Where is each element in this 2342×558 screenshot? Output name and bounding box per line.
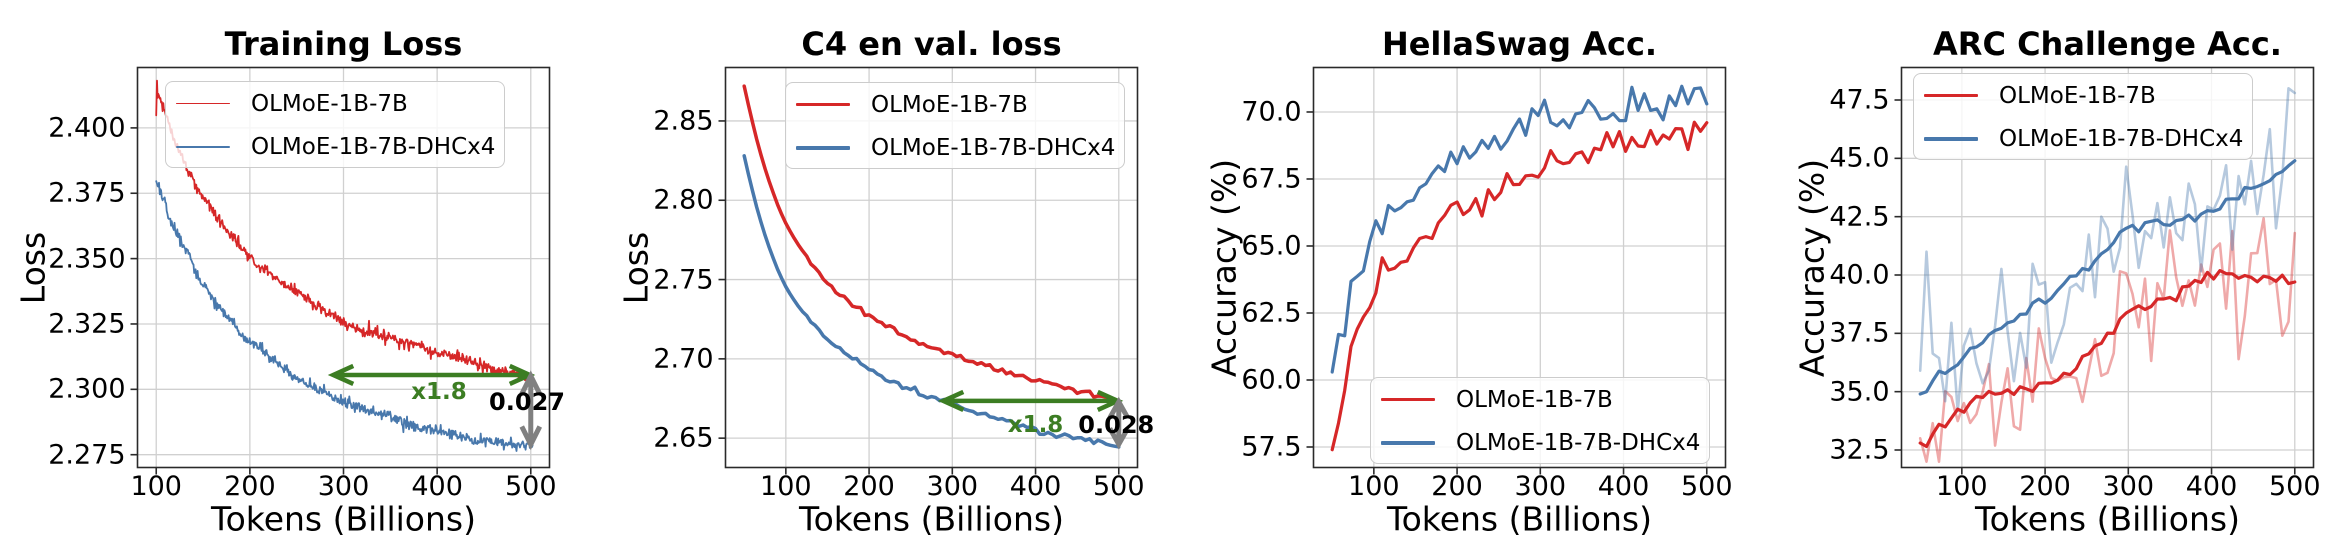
legend-label: OLMoE-1B-7B [1456,386,1613,413]
x-tick-label: 300 [1514,470,1567,502]
y-axis-label: Accuracy (%) [1204,158,1244,377]
legend-label: OLMoE-1B-7B-DHCx4 [251,134,496,160]
x-tick-label: 200 [2019,470,2071,502]
legend-line-sample [176,102,230,105]
legend-label: OLMoE-1B-7B [871,91,1028,118]
series-line-OLMoE-1B-7B-DHCx4 [1918,159,2297,396]
x-axis-label: Tokens (Billions) [799,499,1064,538]
y-tick-label: 2.375 [48,177,126,209]
x-tick-label: 300 [926,470,979,502]
y-tick-label: 2.275 [48,439,126,471]
y-tick-label: 2.75 [653,264,714,296]
x-tick-label: 400 [1597,470,1650,502]
gap-arrow [1107,396,1130,450]
y-tick-label: 2.400 [48,112,126,144]
legend-label: OLMoE-1B-7B-DHCx4 [871,135,1116,161]
x-axis-label: Tokens (Billions) [1387,499,1652,538]
axes-spines [724,66,1139,469]
panel-title: Training Loss [224,24,463,63]
y-tick-label: 45.0 [1829,142,1890,174]
x-tick-label: 400 [411,470,463,502]
y-tick-label: 70.0 [1241,96,1302,128]
y-axis-label: Loss [13,231,52,304]
legend-line-sample [796,102,850,107]
y-tick-label: 2.350 [48,243,126,275]
series-line-OLMoE-1B-7B [1330,120,1709,452]
x-tick-label: 100 [760,470,812,502]
x-tick-label: 200 [224,470,276,502]
x-tick-label: 100 [1936,470,1988,502]
annotation-x1.8: x1.8 [411,379,467,406]
y-tick-label: 2.85 [653,105,714,137]
y-tick-label: 2.80 [653,184,714,216]
panel-title: HellaSwag Acc. [1381,24,1658,63]
x-tick-label: 500 [504,470,557,502]
annotation-x1.8: x1.8 [1007,411,1064,438]
axes-spines [1900,66,2315,469]
y-tick-label: 57.5 [1241,431,1302,463]
x-axis-label: Tokens (Billions) [211,499,476,538]
x-tick-label: 400 [1009,470,1062,502]
x-tick-label: 500 [2268,470,2321,502]
annotation-0.027: 0.027 [489,387,565,416]
legend-label: OLMoE-1B-7B-DHCx4 [1999,126,2244,152]
legend-line-sample [176,146,230,148]
legend-line-sample [1381,441,1435,445]
plot-area-2 [1306,66,1727,475]
series-line-OLMoE-1B-7B (raw) [1918,217,2297,464]
legend: OLMoE-1B-7B OLMoE-1B-7B-DHCx4 [1913,73,2253,160]
y-tick-label: 60.0 [1241,364,1302,396]
y-tick-label: 32.5 [1829,434,1890,466]
x-tick-label: 100 [130,470,182,502]
legend-line-sample [1381,397,1435,402]
series-line-OLMoE-1B-7B-DHCx4 [1330,84,1709,374]
x-tick-label: 400 [2185,470,2238,502]
y-tick-label: 62.5 [1241,297,1302,329]
series-line-OLMoE-1B-7B-DHCx4 (raw) [1918,87,2297,413]
y-tick-label: 2.70 [653,343,714,375]
y-tick-label: 2.65 [653,422,714,454]
series-line-OLMoE-1B-7B [155,79,534,382]
y-tick-label: 47.5 [1829,84,1890,116]
x-tick-label: 200 [1431,470,1483,502]
legend-label: OLMoE-1B-7B [251,90,408,117]
annotation-0.028: 0.028 [1078,410,1155,439]
x-tick-label: 300 [2102,470,2155,502]
y-tick-label: 35.0 [1829,376,1890,408]
x-tick-label: 100 [1348,470,1400,502]
plot-area-3 [1894,66,2315,475]
y-tick-label: 2.325 [48,308,126,340]
y-tick-label: 65.0 [1241,230,1302,262]
x-tick-label: 500 [1680,470,1733,502]
series-line-OLMoE-1B-7B [742,84,1121,403]
y-tick-label: 2.300 [48,373,126,405]
panel-title: ARC Challenge Acc. [1933,24,2282,63]
legend-label: OLMoE-1B-7B [1999,82,2156,109]
legend: OLMoE-1B-7B OLMoE-1B-7B-DHCx4 [165,81,505,168]
y-tick-label: 40.0 [1829,259,1890,291]
x-tick-label: 300 [317,470,370,502]
legend-label: OLMoE-1B-7B-DHCx4 [1456,430,1701,456]
legend-line-sample [796,146,850,150]
panel-title: C4 en val. loss [801,24,1062,63]
series-line-OLMoE-1B-7B-DHCx4 [742,154,1121,449]
legend: OLMoE-1B-7B OLMoE-1B-7B-DHCx4 [785,82,1125,169]
legend-line-sample [1924,93,1978,98]
x-axis-label: Tokens (Billions) [1975,499,2240,538]
legend: OLMoE-1B-7B OLMoE-1B-7B-DHCx4 [1370,377,1710,464]
x-tick-label: 500 [1092,470,1145,502]
axes-spines [1312,66,1727,469]
gap-arrow [519,370,543,451]
y-axis-label: Loss [616,231,656,304]
y-tick-label: 37.5 [1829,317,1890,349]
series-line-OLMoE-1B-7B [1918,269,2297,449]
y-tick-label: 67.5 [1241,163,1302,195]
legend-line-sample [1924,137,1978,141]
series-line-OLMoE-1B-7B-DHCx4 [155,180,534,452]
y-axis-label: Accuracy (%) [1792,158,1832,377]
x-tick-label: 200 [843,470,895,502]
y-tick-label: 42.5 [1829,201,1890,233]
